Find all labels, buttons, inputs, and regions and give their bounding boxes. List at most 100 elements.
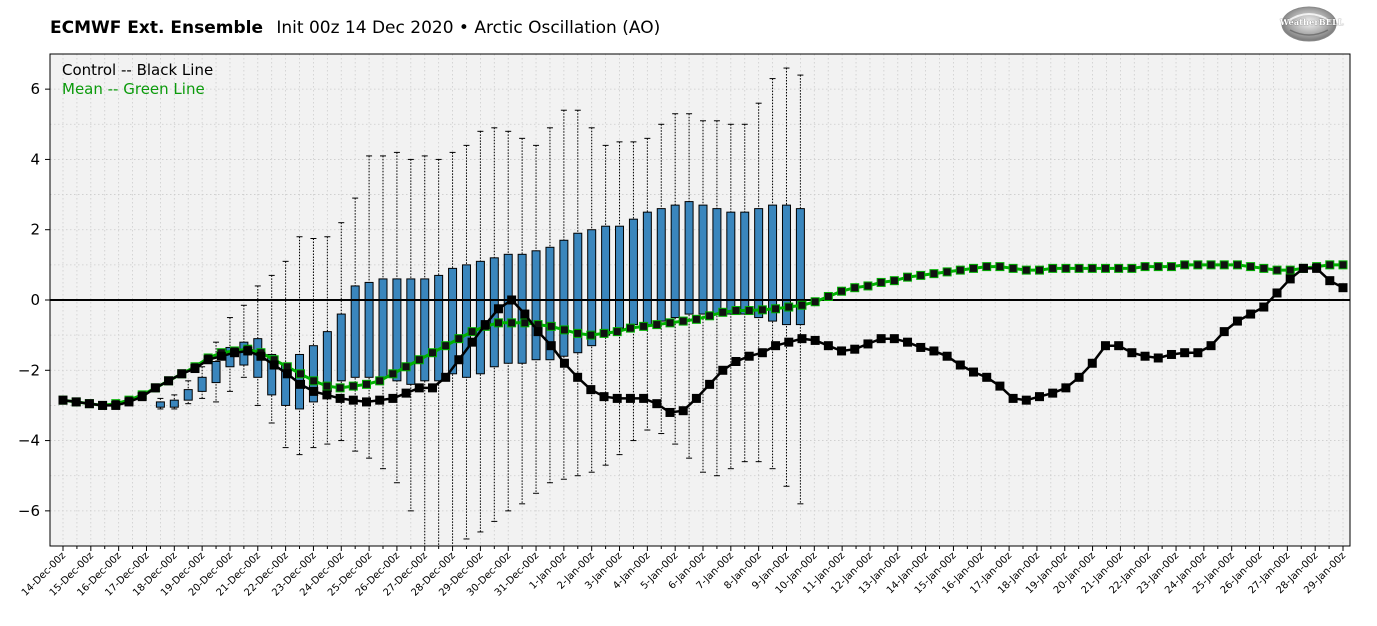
box-body: [754, 208, 764, 319]
control-point: [507, 295, 517, 305]
control-point: [942, 351, 952, 361]
control-point: [612, 393, 622, 403]
box-body: [684, 201, 694, 315]
mean-point: [546, 321, 556, 331]
control-point: [771, 341, 781, 351]
mean-point: [1219, 260, 1229, 270]
box-plot: [475, 130, 485, 533]
control-point: [190, 364, 200, 374]
box-body: [726, 211, 736, 315]
mean-point: [1166, 262, 1176, 272]
control-point: [744, 351, 754, 361]
control-point: [889, 334, 899, 344]
control-point: [559, 358, 569, 368]
control-point: [493, 304, 503, 314]
mean-point: [744, 306, 754, 316]
control-point: [480, 320, 490, 330]
mean-point: [335, 383, 345, 393]
box-body: [545, 246, 555, 361]
control-point: [1100, 341, 1110, 351]
box-body: [364, 281, 374, 378]
control-point: [731, 357, 741, 366]
mean-point: [520, 318, 530, 328]
control-point: [137, 392, 147, 402]
box-body: [642, 211, 652, 326]
mean-point: [1021, 265, 1031, 275]
control-point: [177, 369, 187, 379]
control-point: [84, 399, 94, 409]
mean-point: [375, 376, 385, 386]
control-point: [1206, 341, 1216, 351]
control-point: [1298, 263, 1308, 273]
box-body: [559, 239, 569, 357]
mean-point: [823, 291, 833, 301]
mean-point: [322, 381, 332, 391]
mean-point: [559, 325, 569, 335]
box-plot: [795, 74, 805, 505]
control-point: [467, 337, 477, 347]
control-point: [705, 379, 715, 389]
y-tick-label: 4: [30, 150, 40, 168]
mean-point: [1206, 260, 1216, 270]
box-plot: [698, 120, 708, 473]
control-point: [1272, 288, 1282, 298]
box-plot: [350, 197, 360, 452]
mean-point: [1285, 265, 1295, 275]
box-body: [531, 250, 541, 361]
control-point: [1127, 348, 1137, 358]
box-body: [336, 313, 346, 382]
mean-point: [1180, 260, 1190, 270]
control-point: [282, 369, 292, 379]
box-plots: [155, 67, 805, 547]
control-point: [995, 381, 1005, 391]
control-point: [533, 327, 543, 337]
control-point: [322, 390, 332, 400]
mean-point: [850, 283, 860, 293]
control-point: [863, 339, 873, 349]
box-body: [768, 204, 778, 322]
control-point: [969, 367, 979, 377]
y-tick-label: 6: [30, 80, 40, 98]
box-plot: [406, 158, 416, 512]
control-point: [256, 351, 266, 361]
box-plot: [517, 137, 527, 505]
control-point: [98, 400, 108, 410]
box-body: [587, 229, 597, 347]
mean-point: [1087, 263, 1097, 273]
box-body: [573, 232, 583, 354]
mean-point: [1034, 265, 1044, 275]
box-plot: [169, 394, 179, 410]
box-body: [503, 253, 513, 364]
box-body: [712, 208, 722, 315]
control-point: [691, 393, 701, 403]
mean-point: [414, 355, 424, 365]
mean-point: [401, 362, 411, 372]
mean-point: [691, 314, 701, 324]
control-point: [269, 360, 279, 370]
box-plot: [197, 366, 207, 399]
control-point: [362, 397, 372, 407]
box-plot: [336, 222, 346, 442]
control-point: [441, 372, 451, 382]
control-point: [903, 337, 913, 347]
control-point: [414, 383, 424, 393]
control-point: [573, 372, 583, 382]
mean-point: [665, 318, 675, 328]
control-point: [71, 397, 81, 407]
control-point: [1008, 393, 1018, 403]
control-point: [1021, 395, 1031, 405]
mean-point: [639, 321, 649, 331]
mean-point: [1061, 263, 1071, 273]
mean-point: [586, 330, 596, 340]
control-point: [111, 400, 121, 410]
mean-point: [467, 327, 477, 337]
control-point: [955, 360, 965, 370]
box-body: [169, 399, 179, 408]
control-point: [335, 393, 345, 403]
control-point: [1180, 348, 1190, 358]
mean-point: [1127, 263, 1137, 273]
control-point: [427, 383, 437, 393]
control-point: [810, 335, 820, 345]
control-point: [1325, 276, 1335, 286]
control-point: [309, 386, 319, 396]
